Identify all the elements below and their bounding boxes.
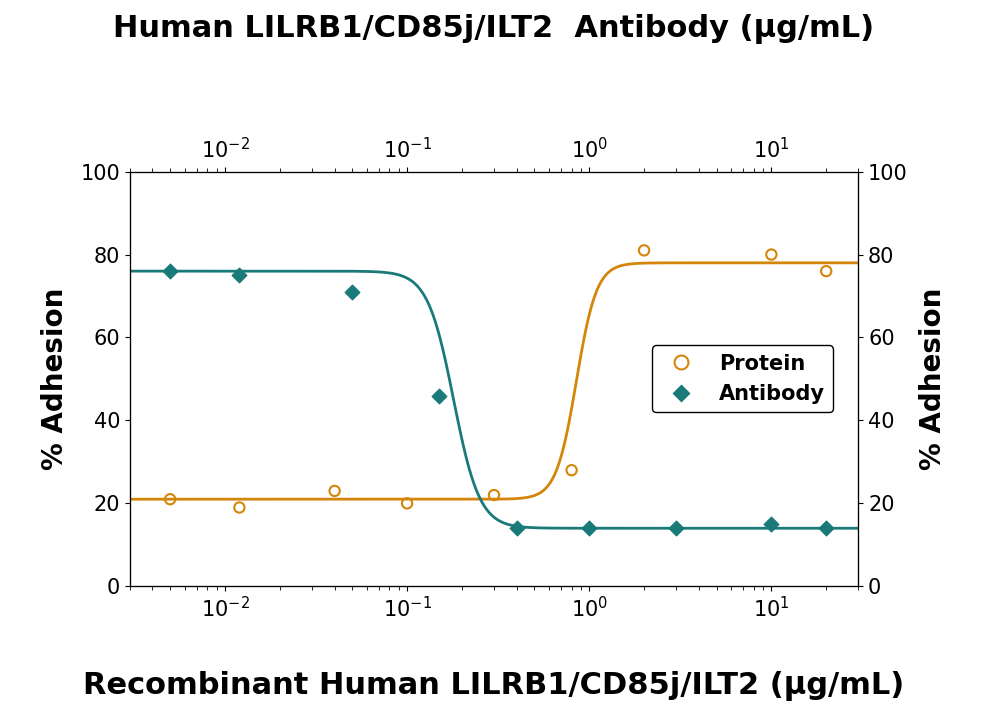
Point: [636, 245, 652, 256]
Point: [232, 270, 248, 281]
Point: [431, 390, 447, 401]
Point: [162, 493, 178, 505]
Point: [344, 286, 360, 297]
Point: [581, 523, 597, 534]
Point: [486, 489, 502, 500]
Text: Recombinant Human LILRB1/CD85j/ILT2 (μg/mL): Recombinant Human LILRB1/CD85j/ILT2 (μg/…: [84, 671, 904, 701]
Point: [818, 523, 834, 534]
Text: Human LILRB1/CD85j/ILT2  Antibody (μg/mL): Human LILRB1/CD85j/ILT2 Antibody (μg/mL): [114, 14, 874, 44]
Point: [509, 523, 525, 534]
Point: [326, 485, 342, 497]
Y-axis label: % Adhesion: % Adhesion: [919, 287, 947, 470]
Point: [668, 523, 684, 534]
Point: [763, 249, 779, 260]
Legend: Protein, Antibody: Protein, Antibody: [653, 345, 833, 413]
Y-axis label: % Adhesion: % Adhesion: [41, 287, 69, 470]
Point: [564, 465, 580, 476]
Point: [162, 265, 178, 277]
Point: [763, 518, 779, 530]
Point: [399, 498, 415, 509]
Point: [232, 502, 248, 513]
Point: [818, 265, 834, 277]
